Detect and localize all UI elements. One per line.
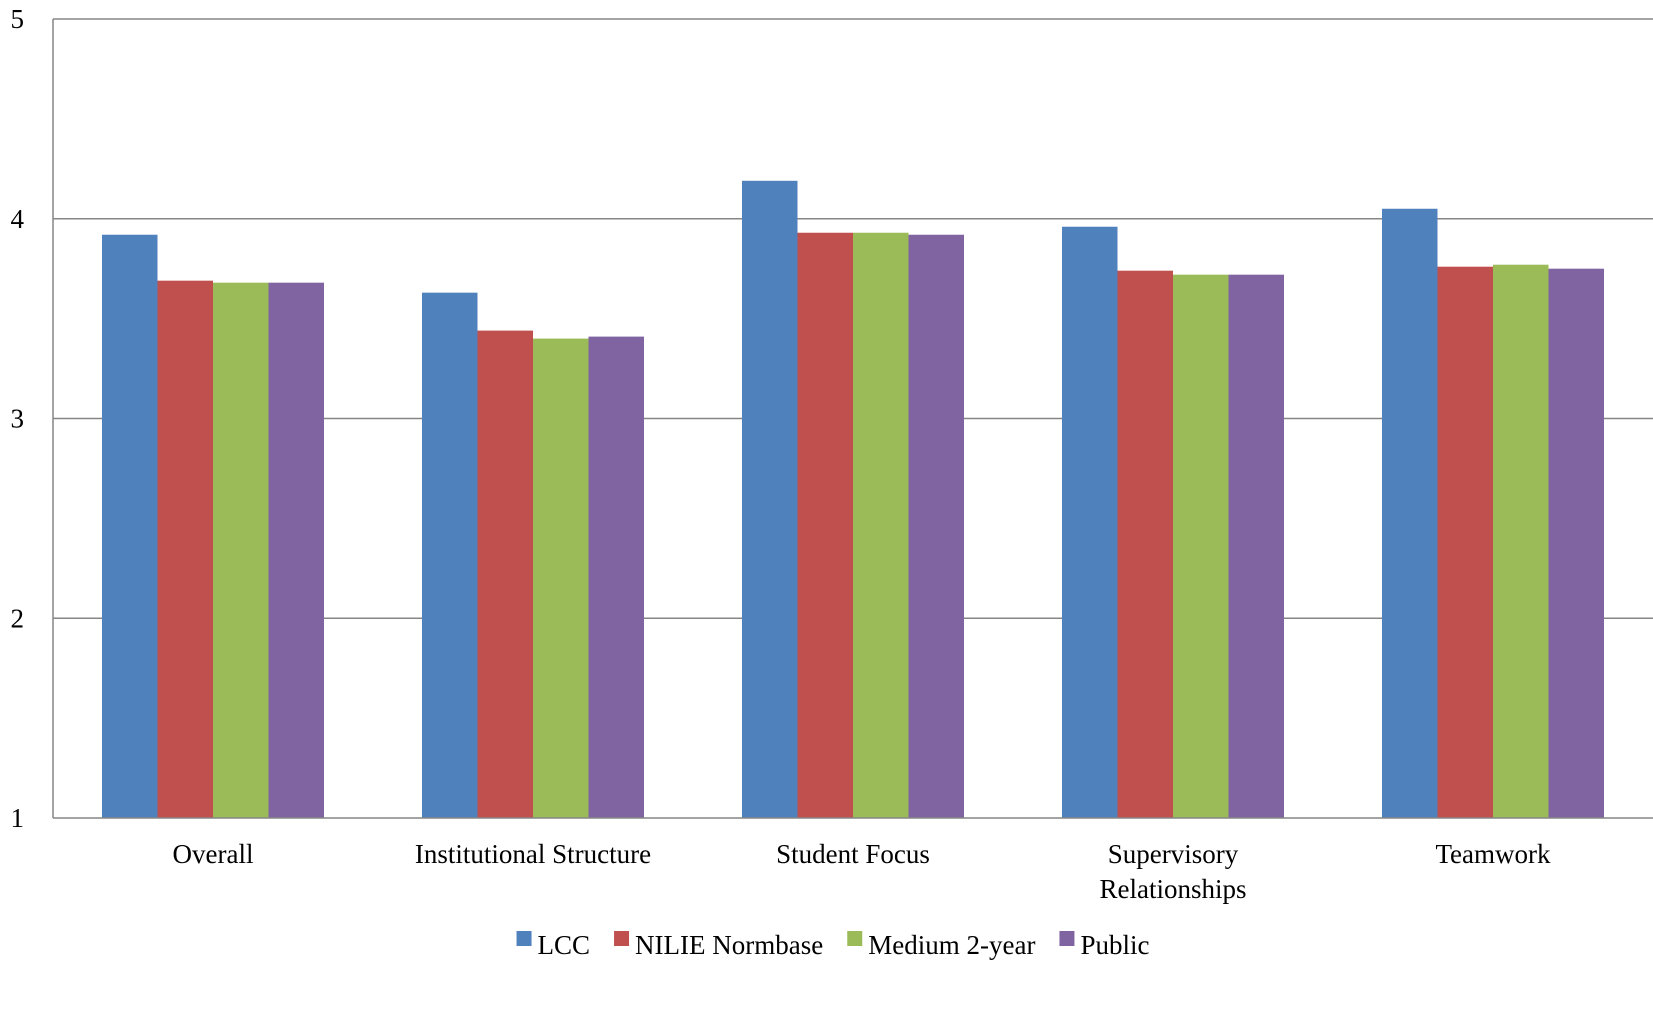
legend-swatch	[614, 931, 630, 946]
bar-nilie-normbase-2	[797, 232, 853, 819]
legend-item: LCC	[516, 930, 591, 960]
bar-lcc-4	[1382, 208, 1438, 818]
legend-label: Public	[1080, 930, 1149, 960]
bar-lcc-0	[102, 234, 158, 819]
x-tick-label: Supervisory	[1108, 839, 1239, 869]
bar-public-0	[268, 282, 324, 818]
bar-nilie-normbase-0	[157, 280, 213, 818]
axes	[52, 19, 1653, 819]
y-tick-label: 4	[11, 204, 25, 234]
legend-label: LCC	[538, 930, 591, 960]
bar-medium-2-year-3	[1173, 274, 1229, 818]
y-tick-labels: 1 2 3 4 5	[11, 4, 25, 833]
y-tick-label: 3	[11, 404, 25, 434]
bar-lcc-2	[742, 180, 798, 819]
bar-nilie-normbase-3	[1117, 270, 1173, 818]
y-tick-label: 1	[11, 803, 25, 833]
bar-lcc-1	[422, 292, 478, 819]
bar-nilie-normbase-1	[477, 330, 533, 818]
legend: LCC NILIE Normbase Medium 2-year Public	[516, 930, 1149, 960]
legend-label: NILIE Normbase	[635, 930, 823, 960]
x-tick-label: Relationships	[1100, 874, 1247, 904]
x-tick-labels: Overall Institutional Structure Student Fo…	[173, 839, 1552, 904]
x-tick-label: Student Focus	[776, 839, 930, 869]
bar-lcc-3	[1062, 226, 1118, 819]
legend-swatch	[516, 931, 532, 946]
x-tick-label: Teamwork	[1435, 839, 1551, 869]
bar-medium-2-year-2	[853, 232, 909, 819]
bars	[102, 180, 1604, 819]
legend-item: Public	[1059, 930, 1149, 960]
bar-medium-2-year-0	[213, 282, 269, 818]
bar-public-1	[588, 336, 644, 818]
legend-swatch	[1059, 931, 1075, 946]
y-tick-label: 5	[11, 4, 25, 34]
legend-label: Medium 2-year	[868, 930, 1035, 960]
legend-item: Medium 2-year	[847, 930, 1035, 960]
legend-item: NILIE Normbase	[614, 930, 823, 960]
bar-medium-2-year-1	[533, 338, 589, 818]
bar-nilie-normbase-4	[1437, 266, 1493, 818]
bar-public-4	[1548, 268, 1604, 818]
y-tick-label: 2	[11, 603, 25, 633]
legend-swatch	[847, 931, 863, 946]
x-tick-label: Institutional Structure	[415, 839, 651, 869]
x-tick-label: Overall	[173, 839, 254, 869]
bar-public-2	[908, 234, 964, 819]
bar-public-3	[1228, 274, 1284, 818]
bar-medium-2-year-4	[1493, 264, 1549, 818]
